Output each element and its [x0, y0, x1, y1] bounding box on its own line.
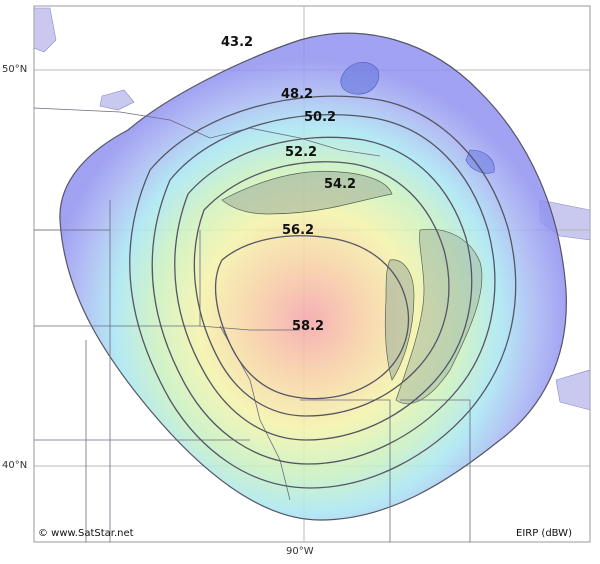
lake-nipissing [465, 149, 495, 174]
contour-52-2 [174, 136, 473, 441]
us-canada-border [34, 107, 381, 157]
border-indiana-ohio [400, 399, 471, 542]
contour-label-48-2: 48.2 [281, 87, 313, 102]
contour-label-58-2: 58.2 [292, 319, 324, 334]
contour-54-2 [193, 161, 450, 417]
contour-50-2 [151, 113, 496, 465]
contour-label-43-2: 43.2 [221, 35, 253, 50]
longitude-label-90w: 90°W [286, 546, 314, 557]
border-iowa-minnesota [34, 325, 300, 331]
eirp-contours [129, 95, 517, 489]
hudson-bay-edge [34, 7, 57, 53]
unit-label: EIRP (dBW) [516, 528, 572, 539]
latitude-label-50n: 50°N [2, 64, 28, 75]
contour-label-52-2: 52.2 [285, 145, 317, 160]
lake-nipigon [340, 62, 380, 95]
lake-of-the-woods [99, 89, 135, 111]
contour-label-56-2: 56.2 [282, 223, 314, 238]
latitude-label-40n: 40°N [2, 460, 28, 471]
beam-43-2-contour [59, 32, 567, 521]
border-illinois-indiana [300, 399, 391, 542]
credit-text: © www.SatStar.net [38, 528, 134, 539]
contour-48-2 [129, 95, 517, 489]
contour-label-54-2: 54.2 [324, 177, 356, 192]
lake-erie-edge [555, 369, 590, 411]
lake-superior [221, 170, 393, 215]
contour-label-50-2: 50.2 [304, 110, 336, 125]
contour-56-2 [214, 235, 410, 400]
lake-michigan [384, 259, 415, 381]
michigan-lower-peninsula [395, 228, 483, 405]
